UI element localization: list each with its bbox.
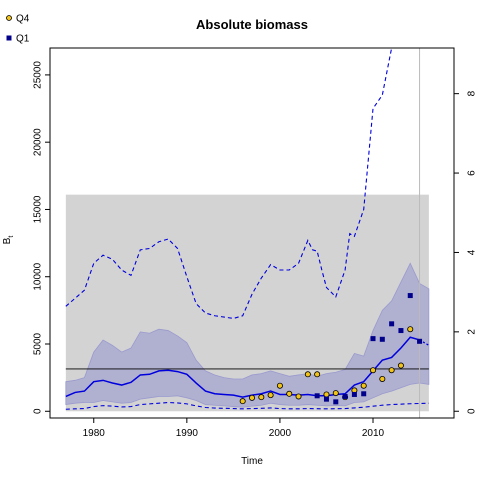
chart-title: Absolute biomass [196,17,308,32]
q4-point [332,390,339,397]
y-axis-label-subscript: t [8,236,15,238]
q4-point [286,390,293,397]
y-tick-label: 15000 [33,195,44,223]
y-tick-label: 20000 [33,128,44,156]
q1-point [398,328,404,334]
y-axis-label-main: B [2,237,13,244]
q4-point [276,382,283,389]
q4-point [370,367,377,374]
legend: Q4 Q1 [6,14,30,45]
legend-q1-label: Q1 [16,34,30,45]
y2-tick-label: 2 [467,329,478,335]
q1-point [333,399,339,405]
legend-q1-marker [6,35,12,41]
q4-point [379,375,386,382]
q4-point [258,394,265,401]
q4-point [248,394,255,401]
y2-tick-label: 0 [467,408,478,414]
q4-point [304,371,311,378]
q4-point [360,382,367,389]
y-tick-label: 10000 [33,262,44,290]
q1-point [370,336,376,342]
x-tick-label: 2010 [362,428,385,439]
plot-frame [49,47,455,419]
q1-point [417,338,423,344]
q4-point [267,392,274,399]
y-tick-label: 25000 [33,61,44,89]
q1-point [314,393,320,399]
q4-point [388,367,395,374]
legend-q4-marker [6,15,12,21]
x-tick-label: 1990 [176,428,199,439]
q4-point [323,391,330,398]
y-tick-label: 5000 [33,332,44,355]
dashed-upper-line [65,48,393,320]
legend-q4-label: Q4 [16,14,30,25]
q1-point [361,391,367,397]
x-tick-label: 1980 [83,428,106,439]
plot-contents [65,48,430,418]
q1-point [379,336,385,342]
biomass-median-line [65,336,420,398]
q4-point [239,398,246,405]
y-axis-label: Bt [2,236,15,245]
y2-tick-label: 4 [467,249,478,255]
y2-tick-label: 8 [467,90,478,96]
q1-point [342,393,348,399]
q1-point [389,321,395,327]
q4-point [407,326,414,333]
q1-point [323,396,329,402]
q4-point [314,371,321,378]
x-axis-label: Time [241,456,263,467]
q4-point [295,393,302,400]
q1-point [351,391,357,397]
x-tick-label: 2000 [269,428,292,439]
plot-area: 1980 1990 2000 2010 0 5000 10000 15000 20000 2500… [33,47,478,439]
q4-point [397,362,404,369]
q1-point [407,293,413,299]
dashed-lower-line [65,401,429,410]
y2-tick-label: 6 [467,170,478,176]
y-tick-label: 0 [33,408,44,414]
